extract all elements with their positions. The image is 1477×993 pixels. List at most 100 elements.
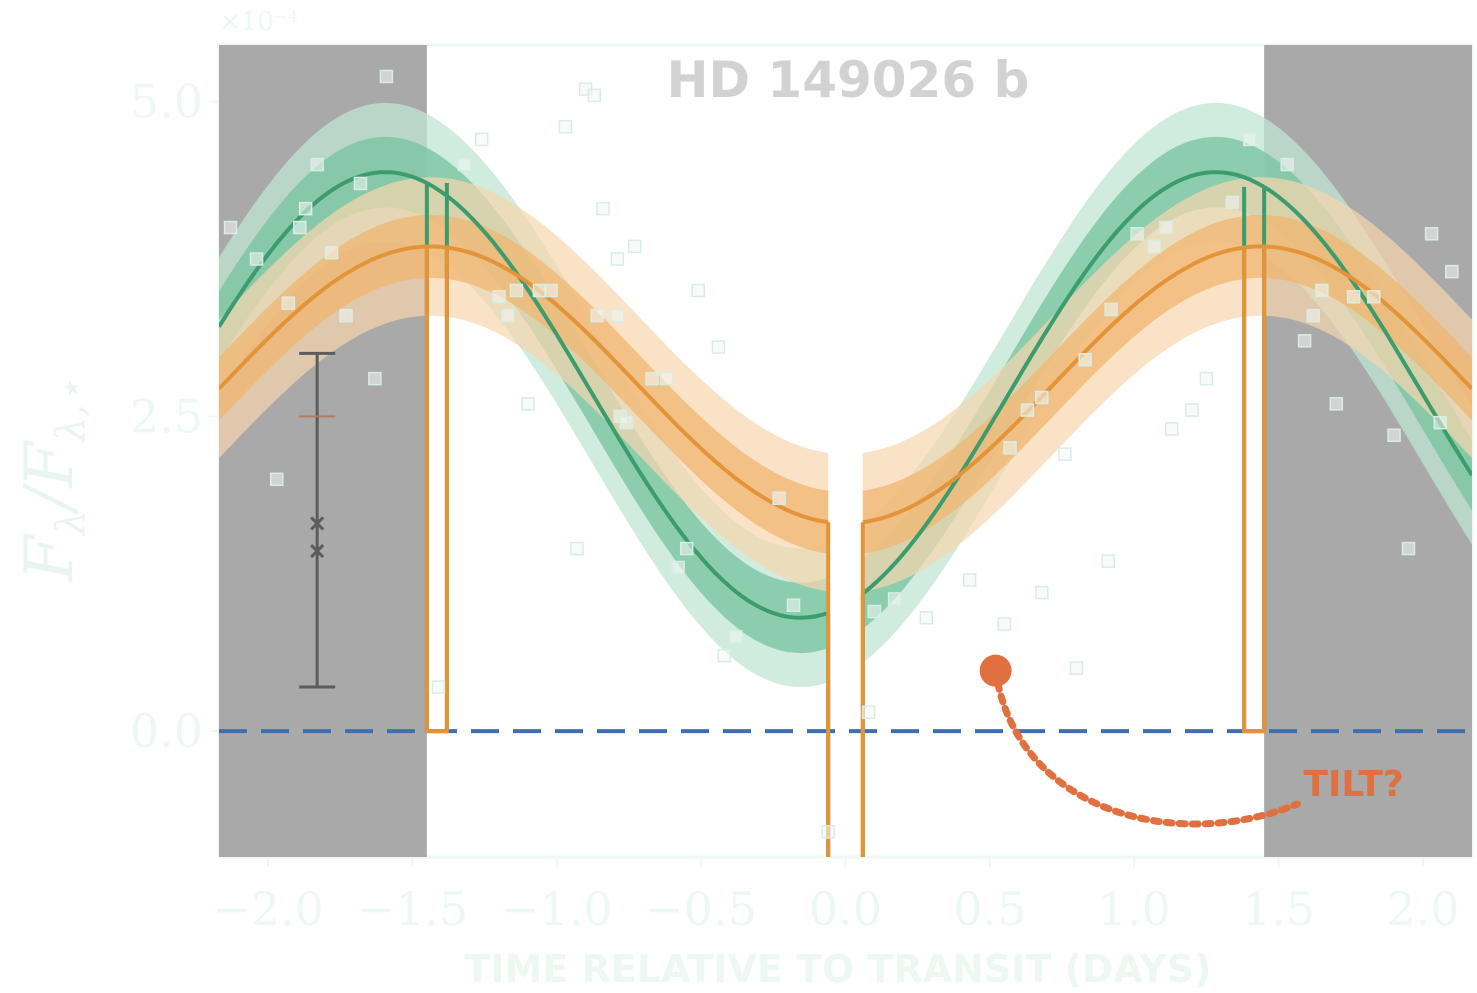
- x-tick-label-0: −2.0: [212, 882, 324, 936]
- data-point-3: [281, 296, 296, 310]
- data-point-72: [1367, 290, 1381, 304]
- green-model-line-wing-0: [219, 170, 428, 328]
- data-points: [223, 69, 1459, 839]
- data-point-6: [310, 157, 324, 172]
- data-point-54: [1069, 661, 1084, 675]
- data-point-47: [962, 573, 977, 587]
- data-point-53: [1058, 447, 1072, 461]
- x-tick-label-7: 1.5: [1242, 882, 1315, 936]
- data-point-51: [1035, 390, 1049, 405]
- data-point-8: [339, 308, 353, 323]
- orange-band-inner-3: [1264, 215, 1472, 421]
- data-point-28: [610, 308, 625, 323]
- data-point-19: [532, 283, 547, 298]
- y-title-f2: F: [11, 440, 88, 489]
- data-point-68: [1306, 308, 1320, 323]
- y-title-sub1: λ: [48, 510, 94, 537]
- x-tick-label-6: 1.0: [1098, 882, 1171, 936]
- axis-ticks: −2.0 −1.5 −1.0 −0.5 0.0 0.5 1.0 1.5 2.0 0.0 2.5 5.0: [130, 75, 1460, 936]
- y-tick-label-0: 0.0: [130, 704, 203, 758]
- data-point-26: [596, 201, 610, 216]
- x-tick-label-5: 0.5: [953, 882, 1026, 936]
- data-point-42: [821, 825, 835, 839]
- chart-title: HD 149026 b: [667, 51, 1030, 109]
- data-point-75: [1424, 227, 1439, 241]
- data-point-18: [521, 397, 535, 411]
- data-point-66: [1280, 157, 1294, 172]
- data-point-11: [379, 69, 394, 84]
- data-point-41: [786, 598, 801, 612]
- orange-model-line-eclipse-drop-0: [424, 246, 449, 734]
- model-lines: [219, 170, 1472, 857]
- data-point-37: [711, 340, 726, 354]
- y-axis-title: Fλ/Fλ,⋆: [11, 379, 94, 582]
- data-point-1: [249, 252, 264, 266]
- data-point-70: [1329, 397, 1344, 411]
- data-point-69: [1315, 283, 1329, 298]
- tilt-annotation: TILT?: [979, 654, 1404, 828]
- data-point-46: [919, 611, 934, 625]
- orange-model-line-seg-1: [862, 244, 1265, 525]
- data-point-44: [867, 604, 882, 619]
- data-point-9: [353, 176, 368, 191]
- data-point-74: [1401, 541, 1416, 556]
- y-title-sub2: λ,⋆: [48, 379, 94, 444]
- x-tick-label-8: 2.0: [1386, 882, 1459, 936]
- data-point-25: [590, 308, 604, 323]
- data-point-38: [717, 648, 731, 663]
- green-model-line-seg-0: [425, 181, 829, 620]
- error-bar: [299, 351, 336, 689]
- data-point-35: [679, 541, 694, 556]
- x-tick-label-3: −0.5: [645, 882, 757, 936]
- x-tick-label-1: −1.5: [357, 882, 469, 936]
- orange-band-inner-0: [426, 215, 829, 554]
- data-point-31: [627, 239, 642, 254]
- y-tick-label-2: 5.0: [130, 75, 203, 129]
- data-point-16: [500, 308, 515, 323]
- orange-model-line-wing-1: [1264, 244, 1472, 391]
- green-model-line-seg-1: [861, 170, 1266, 596]
- data-point-40: [772, 491, 786, 505]
- data-point-50: [1020, 403, 1035, 417]
- data-point-43: [861, 705, 876, 719]
- data-point-76: [1433, 415, 1447, 430]
- orange-model-line-eclipse-drop-1: [1242, 246, 1267, 734]
- orange-model-line-wing-0: [219, 244, 427, 391]
- data-point-2: [269, 472, 284, 487]
- data-point-49: [1003, 441, 1017, 455]
- data-point-48: [997, 617, 1012, 631]
- data-point-4: [293, 220, 307, 235]
- y-tick-label-1: 2.5: [130, 389, 203, 443]
- data-point-58: [1130, 227, 1144, 241]
- data-point-64: [1225, 195, 1240, 210]
- data-point-67: [1297, 334, 1312, 348]
- annotation-point: [979, 654, 1012, 687]
- data-point-7: [324, 245, 339, 260]
- data-point-27: [610, 252, 625, 266]
- orange-band-inner-2: [219, 215, 427, 421]
- data-point-5: [298, 201, 313, 216]
- data-point-24: [587, 88, 602, 103]
- annotation-curve: [992, 667, 1301, 828]
- data-point-59: [1147, 239, 1162, 254]
- data-point-0: [223, 220, 238, 235]
- data-point-32: [645, 371, 659, 386]
- data-point-65: [1242, 132, 1257, 147]
- data-point-56: [1101, 554, 1115, 568]
- data-point-21: [558, 120, 573, 134]
- data-point-71: [1346, 290, 1361, 304]
- error-bar-marker-0: [310, 516, 325, 531]
- data-point-14: [474, 132, 489, 147]
- data-point-39: [729, 629, 743, 644]
- y-multiplier-label: ×10⁻⁴: [219, 7, 298, 37]
- data-point-73: [1387, 428, 1401, 443]
- data-point-52: [1035, 585, 1049, 600]
- data-point-33: [659, 371, 674, 386]
- data-point-13: [457, 157, 472, 172]
- data-point-60: [1159, 220, 1173, 235]
- data-point-36: [691, 283, 706, 298]
- data-point-22: [570, 541, 584, 556]
- orange-model-line-seg-0: [426, 244, 829, 525]
